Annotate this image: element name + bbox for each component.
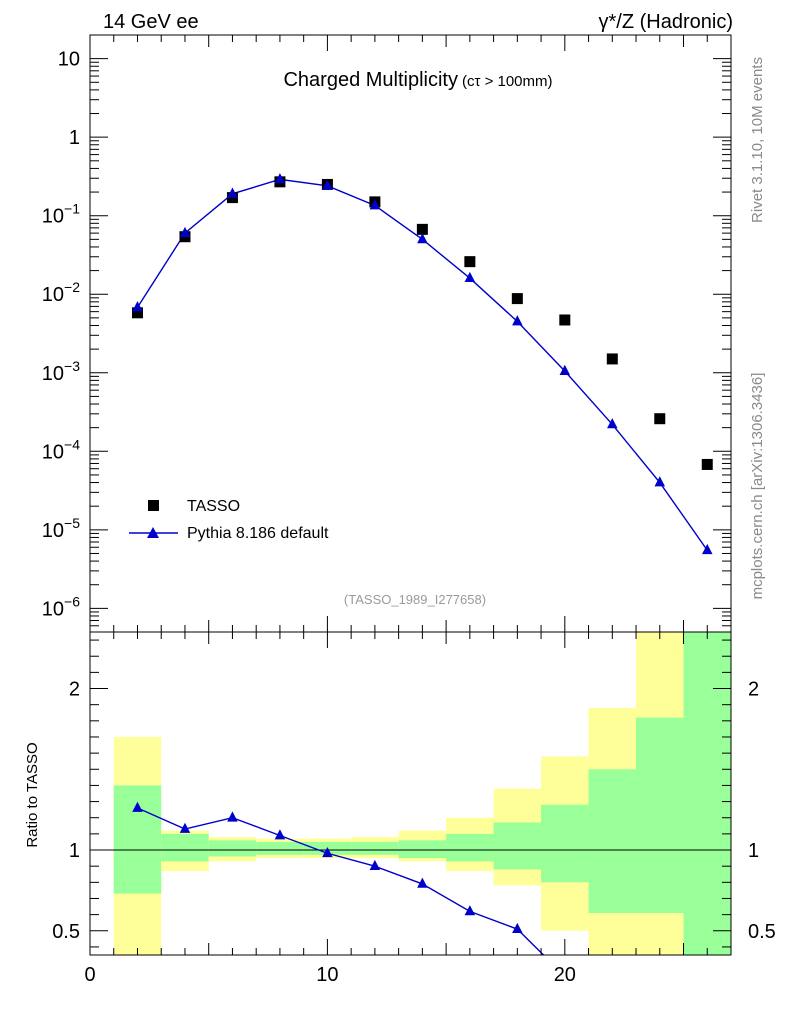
tasso-point: [559, 314, 571, 326]
ratio-tick-labels: 0.5 0.51 12 20 10 20: [52, 679, 776, 986]
tasso-point: [416, 223, 428, 235]
main-y-tick-label: 1: [69, 127, 80, 149]
watermark: (TASSO_1989_I277658): [344, 592, 486, 607]
pythia-point: [322, 179, 333, 190]
main-markers: [131, 173, 713, 555]
legend-marker-tasso: [148, 500, 159, 511]
legend-marker-pythia: [147, 527, 159, 538]
ratio-y-tick-label: 0.5: [52, 921, 80, 943]
main-y-tick-label: 10−1: [42, 201, 80, 228]
tick-exponent: −6: [64, 593, 80, 609]
ratio-y-tick-label-right: 0.5: [748, 921, 776, 943]
pythia-point: [179, 226, 191, 237]
mcplots-label: mcplots.cern.ch [arXiv:1306.3436]: [749, 373, 766, 600]
tick-base: 10: [42, 284, 64, 306]
tasso-point: [606, 353, 618, 365]
ratio-band-inner: [351, 841, 399, 855]
main-y-tick-label: 10−3: [42, 358, 80, 385]
pythia-point: [512, 315, 523, 326]
ratio-y-tick-label: 2: [69, 679, 80, 701]
main-y-tick-label: 10−6: [42, 593, 80, 620]
tick-base: 10: [42, 598, 64, 620]
x-tick-label: 10: [316, 964, 338, 986]
ratio-series: [132, 801, 545, 955]
ratio-band-inner: [113, 785, 162, 894]
ratio-y-tick-label-right: 1: [748, 840, 759, 862]
ratio-band-inner: [541, 804, 589, 883]
pythia-point: [654, 476, 666, 487]
ratio-point: [322, 846, 333, 858]
tick-base: 10: [42, 363, 64, 385]
tasso-point: [511, 293, 523, 305]
pythia-point: [702, 543, 713, 555]
ratio-band-inner: [161, 833, 209, 862]
ratio-frame: [89, 631, 732, 956]
ratio-band-inner: [398, 840, 447, 859]
legend-label-pythia: Pythia 8.186 default: [187, 525, 329, 542]
ratio-point: [227, 811, 238, 822]
ratio-y-tick-label: 1: [69, 840, 80, 862]
pythia-point: [464, 271, 476, 283]
ratio-point: [132, 801, 143, 812]
tick-exponent: −5: [64, 515, 80, 531]
tick-exponent: −1: [64, 201, 80, 217]
ratio-point: [179, 822, 191, 833]
main-y-tick-label: 10−2: [42, 279, 80, 306]
ratio-line: [137, 807, 545, 955]
ratio-band-inner: [256, 841, 304, 855]
pythia-point: [607, 418, 618, 429]
tick-exponent: −2: [64, 279, 80, 295]
ratio-point: [464, 905, 476, 916]
ratio-band-inner: [446, 833, 494, 862]
pythia-point: [274, 173, 286, 184]
main-frame: [89, 34, 732, 633]
tick-base: 10: [42, 441, 64, 463]
ratio-band-inner: [636, 717, 684, 914]
tick-exponent: −4: [64, 436, 80, 452]
ratio-y-axis-label: Ratio to TASSO: [24, 742, 41, 847]
rivet-label: Rivet 3.1.10, 10M events: [749, 57, 766, 223]
ratio-point: [369, 859, 381, 871]
pythia-point: [369, 199, 381, 210]
tasso-point: [701, 458, 713, 470]
main-title: Charged Multiplicity (cτ > 100mm): [283, 69, 552, 91]
ratio-band-inner: [493, 822, 542, 870]
header-left: 14 GeV ee: [103, 11, 199, 33]
tick-base: 10: [42, 206, 64, 228]
ratio-panel: 0.5 0.51 12 20 10 20 Ratio to TASSO: [24, 631, 776, 986]
header-right: γ*/Z (Hadronic): [599, 11, 733, 33]
ratio-band-inner: [683, 632, 731, 955]
ratio-band-inner: [208, 840, 257, 857]
tasso-point: [654, 413, 666, 425]
ratio-ticks: [89, 632, 732, 955]
main-title-suffix: (cτ > 100mm): [462, 73, 553, 90]
ratio-point: [512, 922, 523, 934]
legend-label-tasso: TASSO: [187, 498, 240, 515]
pythia-point: [227, 187, 238, 198]
ratio-y-tick-label-right: 2: [748, 679, 759, 701]
tick-exponent: −3: [64, 358, 80, 374]
pythia-point: [559, 364, 571, 375]
main-title-text: Charged Multiplicity: [283, 69, 458, 91]
main-ticks: [89, 34, 732, 633]
pythia-point: [417, 233, 428, 244]
pythia-point: [132, 301, 143, 312]
ratio-point: [417, 877, 428, 888]
x-tick-label: 0: [84, 964, 95, 986]
ratio-bands: [113, 632, 731, 955]
tick-base: 10: [42, 520, 64, 542]
tasso-point: [464, 256, 476, 268]
main-y-tick-label: 10−5: [42, 515, 80, 542]
main-y-tick-label: 10: [58, 49, 80, 71]
ratio-band-inner: [588, 769, 637, 914]
ratio-point: [274, 829, 286, 840]
main-y-tick-label: 10−4: [42, 436, 80, 463]
tasso-point: [131, 307, 143, 319]
x-tick-label: 20: [554, 964, 576, 986]
legend: TASSO Pythia 8.186 default: [129, 498, 329, 542]
